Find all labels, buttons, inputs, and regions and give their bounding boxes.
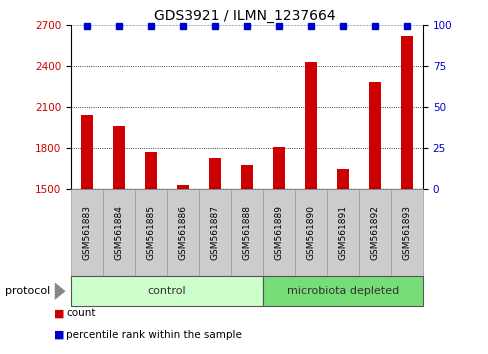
Text: GSM561884: GSM561884 [114,205,123,260]
Bar [209,158,220,189]
Text: ■: ■ [54,330,64,339]
Bar [113,126,124,189]
Bar [273,147,284,189]
Bar [337,169,348,189]
Text: protocol: protocol [5,286,50,296]
Text: GSM561886: GSM561886 [178,205,187,260]
Text: GSM561890: GSM561890 [306,205,315,260]
Text: GSM561893: GSM561893 [402,205,410,260]
Text: percentile rank within the sample: percentile rank within the sample [66,330,242,339]
Text: GSM561889: GSM561889 [274,205,283,260]
Bar [145,152,156,189]
Text: ■: ■ [54,308,64,318]
Text: GSM561885: GSM561885 [146,205,155,260]
Text: GSM561891: GSM561891 [338,205,347,260]
Text: GSM561887: GSM561887 [210,205,219,260]
Text: GSM561888: GSM561888 [242,205,251,260]
Bar [401,36,412,189]
Text: count: count [66,308,95,318]
Bar [241,165,252,189]
Bar [177,185,188,189]
Bar [305,62,316,189]
Text: GDS3921 / ILMN_1237664: GDS3921 / ILMN_1237664 [153,9,335,23]
Text: microbiota depleted: microbiota depleted [286,286,398,296]
Bar [368,82,380,189]
Bar [81,115,92,189]
Text: GSM561883: GSM561883 [82,205,91,260]
Text: control: control [147,286,186,296]
Text: GSM561892: GSM561892 [370,205,379,260]
